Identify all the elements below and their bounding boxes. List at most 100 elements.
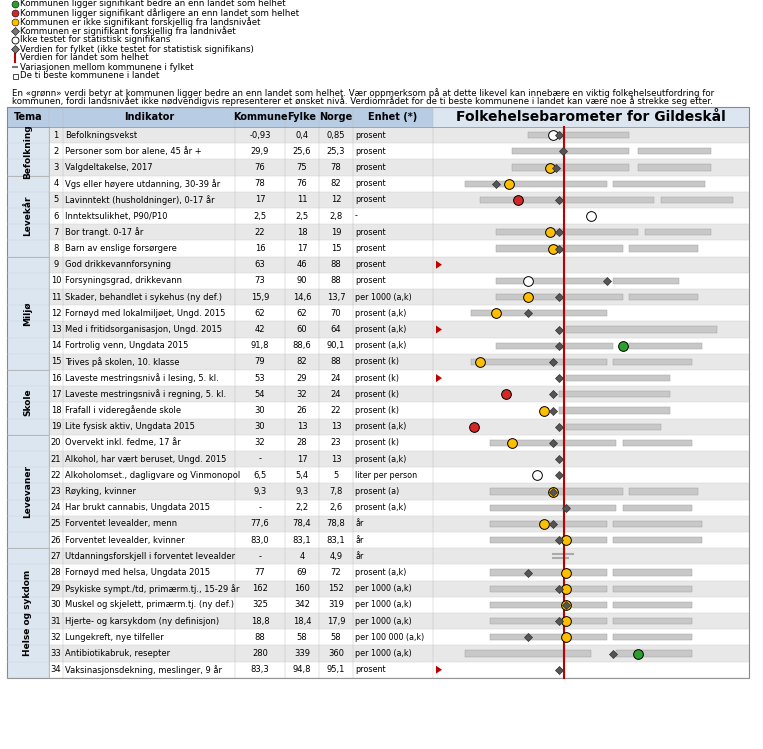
Text: Variasjonen mellom kommunene i fylket: Variasjonen mellom kommunene i fylket bbox=[20, 62, 194, 71]
Text: Alkohol, har vært beruset, Ungd. 2015: Alkohol, har vært beruset, Ungd. 2015 bbox=[65, 455, 227, 464]
Text: 360: 360 bbox=[328, 649, 344, 658]
Text: 17: 17 bbox=[50, 389, 61, 398]
Bar bbox=[49, 175, 433, 192]
Text: 83,3: 83,3 bbox=[250, 665, 269, 674]
Text: Helse og sykdom: Helse og sykdom bbox=[24, 570, 33, 656]
Text: Kommunen ligger signifikant bedre an enn landet som helhet: Kommunen ligger signifikant bedre an enn… bbox=[20, 0, 285, 8]
Bar bbox=[496, 229, 639, 235]
Bar bbox=[49, 419, 433, 435]
Text: 2,2: 2,2 bbox=[295, 503, 308, 512]
Bar bbox=[490, 488, 623, 494]
Text: Lungekreft, nye tilfeller: Lungekreft, nye tilfeller bbox=[65, 633, 164, 642]
Bar bbox=[49, 354, 433, 370]
Text: God drikkevannforsyning: God drikkevannforsyning bbox=[65, 260, 171, 269]
Text: 16: 16 bbox=[50, 374, 61, 383]
Text: 32: 32 bbox=[297, 389, 307, 398]
Text: 8: 8 bbox=[53, 244, 59, 253]
Text: prosent: prosent bbox=[355, 163, 385, 172]
Text: per 100 000 (a,k): per 100 000 (a,k) bbox=[355, 633, 424, 642]
Text: 30: 30 bbox=[255, 422, 266, 431]
Text: 17: 17 bbox=[297, 455, 307, 464]
Text: Vgs eller høyere utdanning, 30-39 år: Vgs eller høyere utdanning, 30-39 år bbox=[65, 179, 221, 189]
Text: 3: 3 bbox=[53, 163, 59, 172]
Bar bbox=[623, 440, 692, 446]
Bar bbox=[433, 208, 749, 224]
Text: 60: 60 bbox=[297, 325, 307, 334]
Text: 13: 13 bbox=[50, 325, 61, 334]
Text: En «grønn» verdi betyr at kommunen ligger bedre an enn landet som helhet. Vær op: En «grønn» verdi betyr at kommunen ligge… bbox=[12, 88, 714, 98]
Bar bbox=[613, 618, 692, 624]
Text: per 1000 (a,k): per 1000 (a,k) bbox=[355, 584, 412, 593]
Text: Overvekt inkl. fedme, 17 år: Overvekt inkl. fedme, 17 år bbox=[65, 438, 181, 447]
Bar bbox=[433, 613, 749, 629]
Text: Bor trangt. 0-17 år: Bor trangt. 0-17 år bbox=[65, 228, 143, 237]
Text: 11: 11 bbox=[297, 195, 307, 204]
Text: 70: 70 bbox=[330, 309, 341, 318]
Text: Personer som bor alene, 45 år +: Personer som bor alene, 45 år + bbox=[65, 147, 201, 156]
Bar bbox=[49, 580, 433, 597]
Text: 152: 152 bbox=[328, 584, 344, 593]
Text: 26: 26 bbox=[50, 536, 61, 545]
Text: 6,5: 6,5 bbox=[253, 471, 266, 480]
Text: Trives på skolen, 10. klasse: Trives på skolen, 10. klasse bbox=[65, 357, 179, 367]
Bar bbox=[512, 148, 629, 154]
Text: 22: 22 bbox=[330, 406, 341, 415]
Text: 78: 78 bbox=[255, 179, 266, 188]
Text: Laveste mestringsnivå i regning, 5. kl.: Laveste mestringsnivå i regning, 5. kl. bbox=[65, 389, 226, 399]
Bar bbox=[490, 618, 607, 624]
Bar bbox=[49, 565, 433, 580]
Text: 90,1: 90,1 bbox=[327, 342, 345, 351]
Text: prosent (k): prosent (k) bbox=[355, 374, 399, 383]
Bar bbox=[7, 107, 433, 127]
Text: 4: 4 bbox=[299, 552, 304, 561]
Text: 7,8: 7,8 bbox=[330, 487, 343, 496]
Text: prosent (a,k): prosent (a,k) bbox=[355, 455, 407, 464]
Text: 76: 76 bbox=[297, 179, 307, 188]
Bar bbox=[49, 127, 433, 143]
Text: Frafall i videregående skole: Frafall i videregående skole bbox=[65, 405, 181, 416]
Bar bbox=[481, 197, 654, 203]
Text: 18: 18 bbox=[50, 406, 61, 415]
Text: 342: 342 bbox=[294, 601, 310, 610]
Text: 88,6: 88,6 bbox=[293, 342, 311, 351]
Text: 339: 339 bbox=[294, 649, 310, 658]
Bar bbox=[645, 229, 711, 235]
Bar bbox=[433, 289, 749, 305]
Text: 162: 162 bbox=[252, 584, 268, 593]
Text: 34: 34 bbox=[50, 665, 61, 674]
Text: 18,8: 18,8 bbox=[251, 616, 269, 625]
Text: -: - bbox=[355, 212, 358, 221]
Text: 54: 54 bbox=[255, 389, 266, 398]
Bar bbox=[433, 338, 749, 354]
Text: Inntektsulikhet, P90/P10: Inntektsulikhet, P90/P10 bbox=[65, 212, 168, 221]
Text: 88: 88 bbox=[330, 260, 341, 269]
Text: Levevaner: Levevaner bbox=[24, 465, 33, 518]
Text: 18: 18 bbox=[297, 228, 307, 237]
Text: Levekår: Levekår bbox=[24, 195, 33, 237]
Text: år: år bbox=[355, 536, 363, 545]
Text: Utdanningsforskjell i forventet levealder: Utdanningsforskjell i forventet levealde… bbox=[65, 552, 235, 561]
Text: 24: 24 bbox=[51, 503, 61, 512]
Text: Skole: Skole bbox=[24, 389, 33, 416]
Text: 88: 88 bbox=[255, 633, 266, 642]
Bar bbox=[629, 294, 698, 300]
Text: Hjerte- og karsykdom (ny definisjon): Hjerte- og karsykdom (ny definisjon) bbox=[65, 616, 219, 625]
Text: 77,6: 77,6 bbox=[250, 519, 269, 528]
Text: 79: 79 bbox=[255, 357, 266, 366]
Bar bbox=[490, 440, 617, 446]
Bar bbox=[490, 586, 607, 592]
Text: 78,8: 78,8 bbox=[327, 519, 346, 528]
Bar bbox=[433, 580, 749, 597]
Bar bbox=[433, 107, 749, 127]
Text: 46: 46 bbox=[297, 260, 307, 269]
Text: 33: 33 bbox=[50, 649, 61, 658]
Bar bbox=[613, 569, 692, 575]
Bar bbox=[613, 586, 692, 592]
Bar bbox=[49, 451, 433, 467]
Bar bbox=[7, 257, 49, 370]
Text: -: - bbox=[259, 455, 262, 464]
Text: prosent: prosent bbox=[355, 147, 385, 156]
Text: 15: 15 bbox=[330, 244, 341, 253]
Text: prosent (a): prosent (a) bbox=[355, 487, 399, 496]
Text: 18,4: 18,4 bbox=[293, 616, 311, 625]
